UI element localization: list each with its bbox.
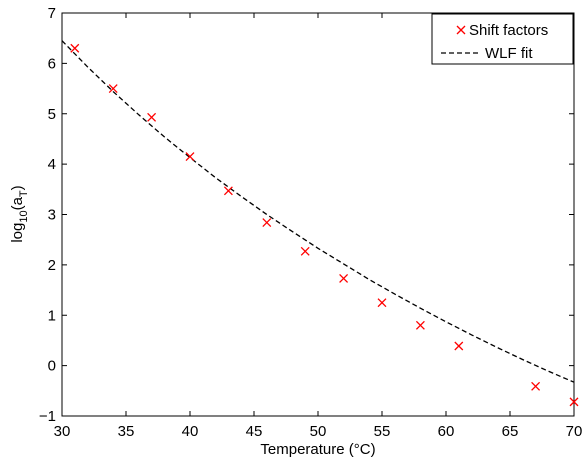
y-tick-label-1: 1 bbox=[48, 307, 56, 324]
legend-label-wlf-fit: WLF fit bbox=[485, 45, 533, 62]
y-tick-label-neg1: −1 bbox=[39, 408, 56, 425]
y-tick-label-2: 2 bbox=[48, 257, 56, 274]
shift-factor-point bbox=[569, 397, 579, 407]
shift-factor-point bbox=[415, 320, 425, 330]
shift-factor-point bbox=[70, 43, 80, 53]
wlf-fit-line bbox=[61, 40, 575, 383]
shift-factor-point bbox=[223, 186, 233, 196]
x-tick-label-40: 40 bbox=[182, 423, 199, 440]
y-tick-label-7: 7 bbox=[48, 5, 56, 22]
x-tick-label-50: 50 bbox=[310, 423, 327, 440]
x-tick-label-45: 45 bbox=[246, 423, 263, 440]
shift-factor-point bbox=[185, 152, 195, 162]
x-tick-label-35: 35 bbox=[118, 423, 135, 440]
legend: Shift factors WLF fit bbox=[431, 13, 574, 65]
y-axis-label: log10(aT) bbox=[9, 185, 30, 242]
plot-area bbox=[61, 12, 575, 417]
shift-factor-point bbox=[300, 246, 310, 256]
legend-marker-shift-factors bbox=[456, 25, 466, 35]
y-axis-label-open: (a bbox=[9, 196, 26, 210]
legend-box bbox=[431, 13, 574, 65]
shift-factor-point bbox=[377, 298, 387, 308]
shift-factor-point bbox=[339, 274, 349, 283]
x-tick-label-30: 30 bbox=[54, 423, 71, 440]
y-axis-label-close: ) bbox=[9, 185, 26, 190]
data-series bbox=[61, 40, 579, 407]
x-tick-label-70: 70 bbox=[566, 423, 583, 440]
shift-factor-point bbox=[108, 84, 118, 94]
x-axis-label: Temperature (°C) bbox=[260, 441, 375, 458]
y-tick-label-6: 6 bbox=[48, 55, 56, 72]
y-axis-label-log: log bbox=[9, 223, 26, 243]
y-axis-label-sub-10: 10 bbox=[18, 210, 30, 222]
x-tick-label-55: 55 bbox=[374, 423, 391, 440]
y-tick-label-4: 4 bbox=[48, 156, 56, 173]
legend-label-shift-factors: Shift factors bbox=[469, 22, 548, 39]
y-axis-label-sub-T: T bbox=[18, 190, 30, 197]
shift-factor-point bbox=[262, 218, 272, 228]
shift-factor-point bbox=[454, 341, 464, 351]
shift-factor-point bbox=[147, 112, 157, 122]
x-tick-label-65: 65 bbox=[502, 423, 519, 440]
y-tick-label-0: 0 bbox=[48, 358, 56, 375]
shift-factor-point bbox=[531, 381, 541, 391]
x-tick-label-60: 60 bbox=[438, 423, 455, 440]
y-tick-label-5: 5 bbox=[48, 106, 56, 123]
y-tick-label-3: 3 bbox=[48, 207, 56, 224]
